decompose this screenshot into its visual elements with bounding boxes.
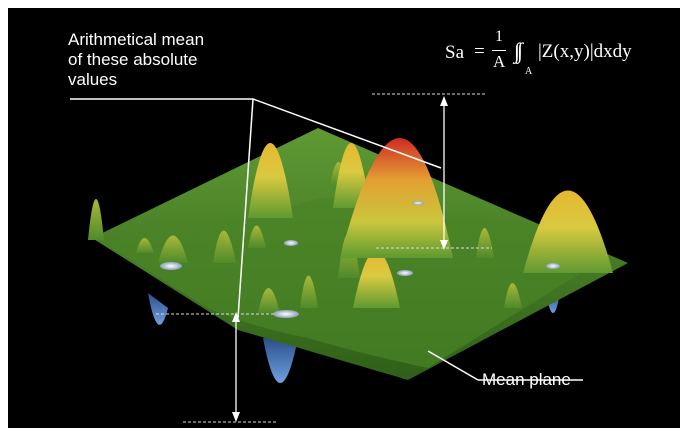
caption-pointer: [252, 98, 442, 169]
peak: [248, 143, 293, 218]
mean-plane-label: Mean plane: [482, 370, 571, 389]
arrow-head: [232, 312, 240, 322]
pit: [412, 201, 424, 205]
bump: [476, 228, 494, 258]
bump: [213, 230, 236, 263]
height-dimension: [232, 96, 448, 422]
valley: [148, 293, 168, 325]
arrow-head: [440, 240, 448, 250]
arrow-head: [440, 96, 448, 106]
formula-integrand: |Z(x,y)|dxdy: [538, 41, 632, 62]
bump: [504, 283, 522, 308]
bump: [88, 199, 104, 240]
formula-lhs: Sa: [445, 42, 464, 63]
caption-line: Arithmetical mean: [68, 30, 205, 49]
formula-denominator: A: [493, 52, 506, 71]
peak: [353, 250, 400, 308]
reference-lines: [156, 93, 492, 423]
valley: [263, 338, 298, 383]
pit: [284, 240, 298, 246]
pit: [546, 263, 560, 269]
arrow-head: [232, 412, 240, 422]
formula-integral: ∫∫: [514, 38, 523, 63]
caption-line: of these absolute: [68, 50, 198, 69]
bump: [248, 225, 266, 248]
fraction-bar: [492, 50, 506, 51]
formula-numerator: 1: [495, 28, 503, 45]
bump: [158, 235, 188, 263]
peak: [340, 138, 453, 258]
surface-plot: [70, 93, 628, 423]
bump: [258, 288, 280, 313]
formula-equals: =: [474, 41, 485, 62]
pit: [160, 262, 182, 270]
peak-group: [248, 138, 613, 308]
pit: [397, 270, 413, 276]
bump: [136, 238, 154, 253]
bump: [300, 275, 318, 308]
mean-plane-pointer: [427, 350, 479, 381]
pit: [273, 310, 299, 318]
formula-subscript: A: [525, 66, 533, 77]
annotation-lines: [70, 98, 583, 381]
pit-group: [160, 201, 560, 318]
caption-line: values: [68, 70, 118, 89]
surface-diagram: Arithmetical mean of these absolute valu…: [8, 8, 680, 428]
peak: [523, 190, 613, 273]
caption-pointer: [237, 98, 254, 319]
